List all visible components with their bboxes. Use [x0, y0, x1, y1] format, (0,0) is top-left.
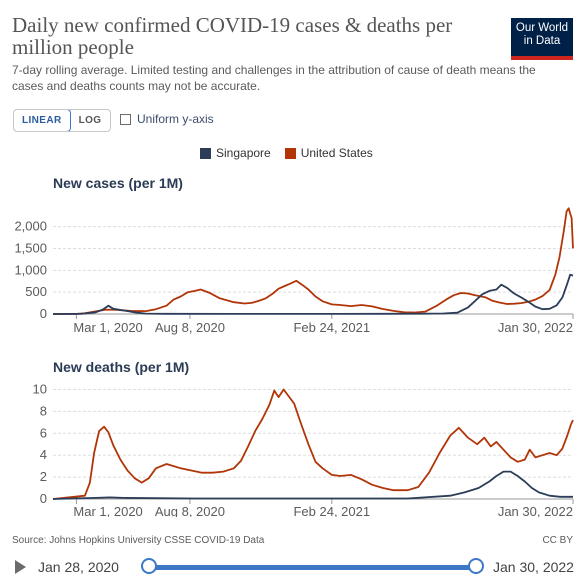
legend-swatch-singapore: [200, 147, 211, 159]
log-button[interactable]: LOG: [78, 115, 102, 126]
y-tick-label-deaths-8: 8: [40, 403, 47, 418]
chart-title: Daily new confirmed COVID-19 cases & dea…: [12, 13, 453, 59]
series-line-deaths-united-states: [52, 388, 574, 500]
y-tick-label-cases-2000: 2,000: [14, 219, 47, 234]
y-tick-label-deaths-2: 2: [40, 469, 47, 484]
legend-item-united-states[interactable]: United States: [284, 146, 373, 160]
chart-area: New cases (per 1M) 0 500 1,000 1,500 2,000 Mar…: [14, 175, 574, 517]
x-tick-label-deaths-aug-8-2020: Aug 8, 2020: [155, 504, 225, 517]
panel-title-cases: New cases (per 1M): [53, 175, 183, 191]
x-tick-label-cases-aug-8-2020: Aug 8, 2020: [155, 320, 225, 335]
timeline-start-handle[interactable]: [141, 558, 157, 574]
y-tick-label-cases-1000: 1,000: [14, 262, 47, 277]
logo-accent-bar: [511, 56, 573, 60]
play-icon[interactable]: [15, 560, 26, 574]
uniform-y-axis-label: Uniform y-axis: [137, 112, 214, 126]
y-tick-label-cases-0: 0: [40, 306, 47, 321]
x-tick-label-deaths-mar-1-2020: Mar 1, 2020: [73, 504, 142, 517]
y-tick-label-deaths-6: 6: [40, 425, 47, 440]
legend-label-singapore: Singapore: [216, 146, 271, 160]
owid-logo[interactable]: Our World in Data: [511, 18, 573, 60]
legend: Singapore United States: [200, 146, 387, 160]
timeline-start-date[interactable]: Jan 28, 2020: [38, 559, 119, 575]
logo-line-1: Our World: [515, 22, 569, 34]
timeline: Jan 28, 2020 Jan 30, 2022: [0, 552, 585, 582]
y-tick-label-cases-500: 500: [25, 284, 47, 299]
series-line-cases-singapore: [52, 273, 574, 315]
scale-toggle: LINEAR LOG: [13, 109, 111, 132]
y-tick-label-deaths-10: 10: [33, 381, 47, 396]
x-tick-label-deaths-feb-24-2021: Feb 24, 2021: [293, 504, 370, 517]
license-note: CC BY: [542, 535, 573, 546]
legend-label-united-states: United States: [300, 146, 373, 160]
logo-line-2: in Data: [523, 35, 561, 47]
source-note: Source: Johns Hopkins University CSSE CO…: [12, 535, 265, 546]
timeline-end-date[interactable]: Jan 30, 2022: [493, 559, 574, 575]
y-tick-label-cases-1500: 1,500: [14, 240, 47, 255]
timeline-track[interactable]: [150, 565, 476, 570]
x-tick-label-cases-feb-24-2021: Feb 24, 2021: [293, 320, 370, 335]
panel-title-deaths: New deaths (per 1M): [53, 359, 189, 375]
series-line-cases-united-states: [53, 207, 574, 315]
y-tick-label-deaths-0: 0: [40, 491, 47, 506]
legend-swatch-united-states: [284, 147, 296, 159]
x-tick-label-deaths-jan-30-2022: Jan 30, 2022: [498, 504, 573, 517]
checkbox-icon[interactable]: [120, 113, 131, 125]
timeline-end-handle[interactable]: [468, 558, 484, 574]
uniform-y-axis-toggle[interactable]: Uniform y-axis: [120, 112, 214, 126]
x-tick-label-cases-mar-1-2020: Mar 1, 2020: [73, 320, 142, 335]
legend-item-singapore[interactable]: Singapore: [200, 146, 271, 160]
linear-button[interactable]: LINEAR: [13, 110, 71, 131]
series-line-deaths-singapore: [52, 470, 573, 500]
x-tick-label-cases-jan-30-2022: Jan 30, 2022: [498, 320, 573, 335]
y-tick-label-deaths-4: 4: [40, 447, 47, 462]
chart-subtitle: 7-day rolling average. Limited testing a…: [12, 63, 536, 93]
